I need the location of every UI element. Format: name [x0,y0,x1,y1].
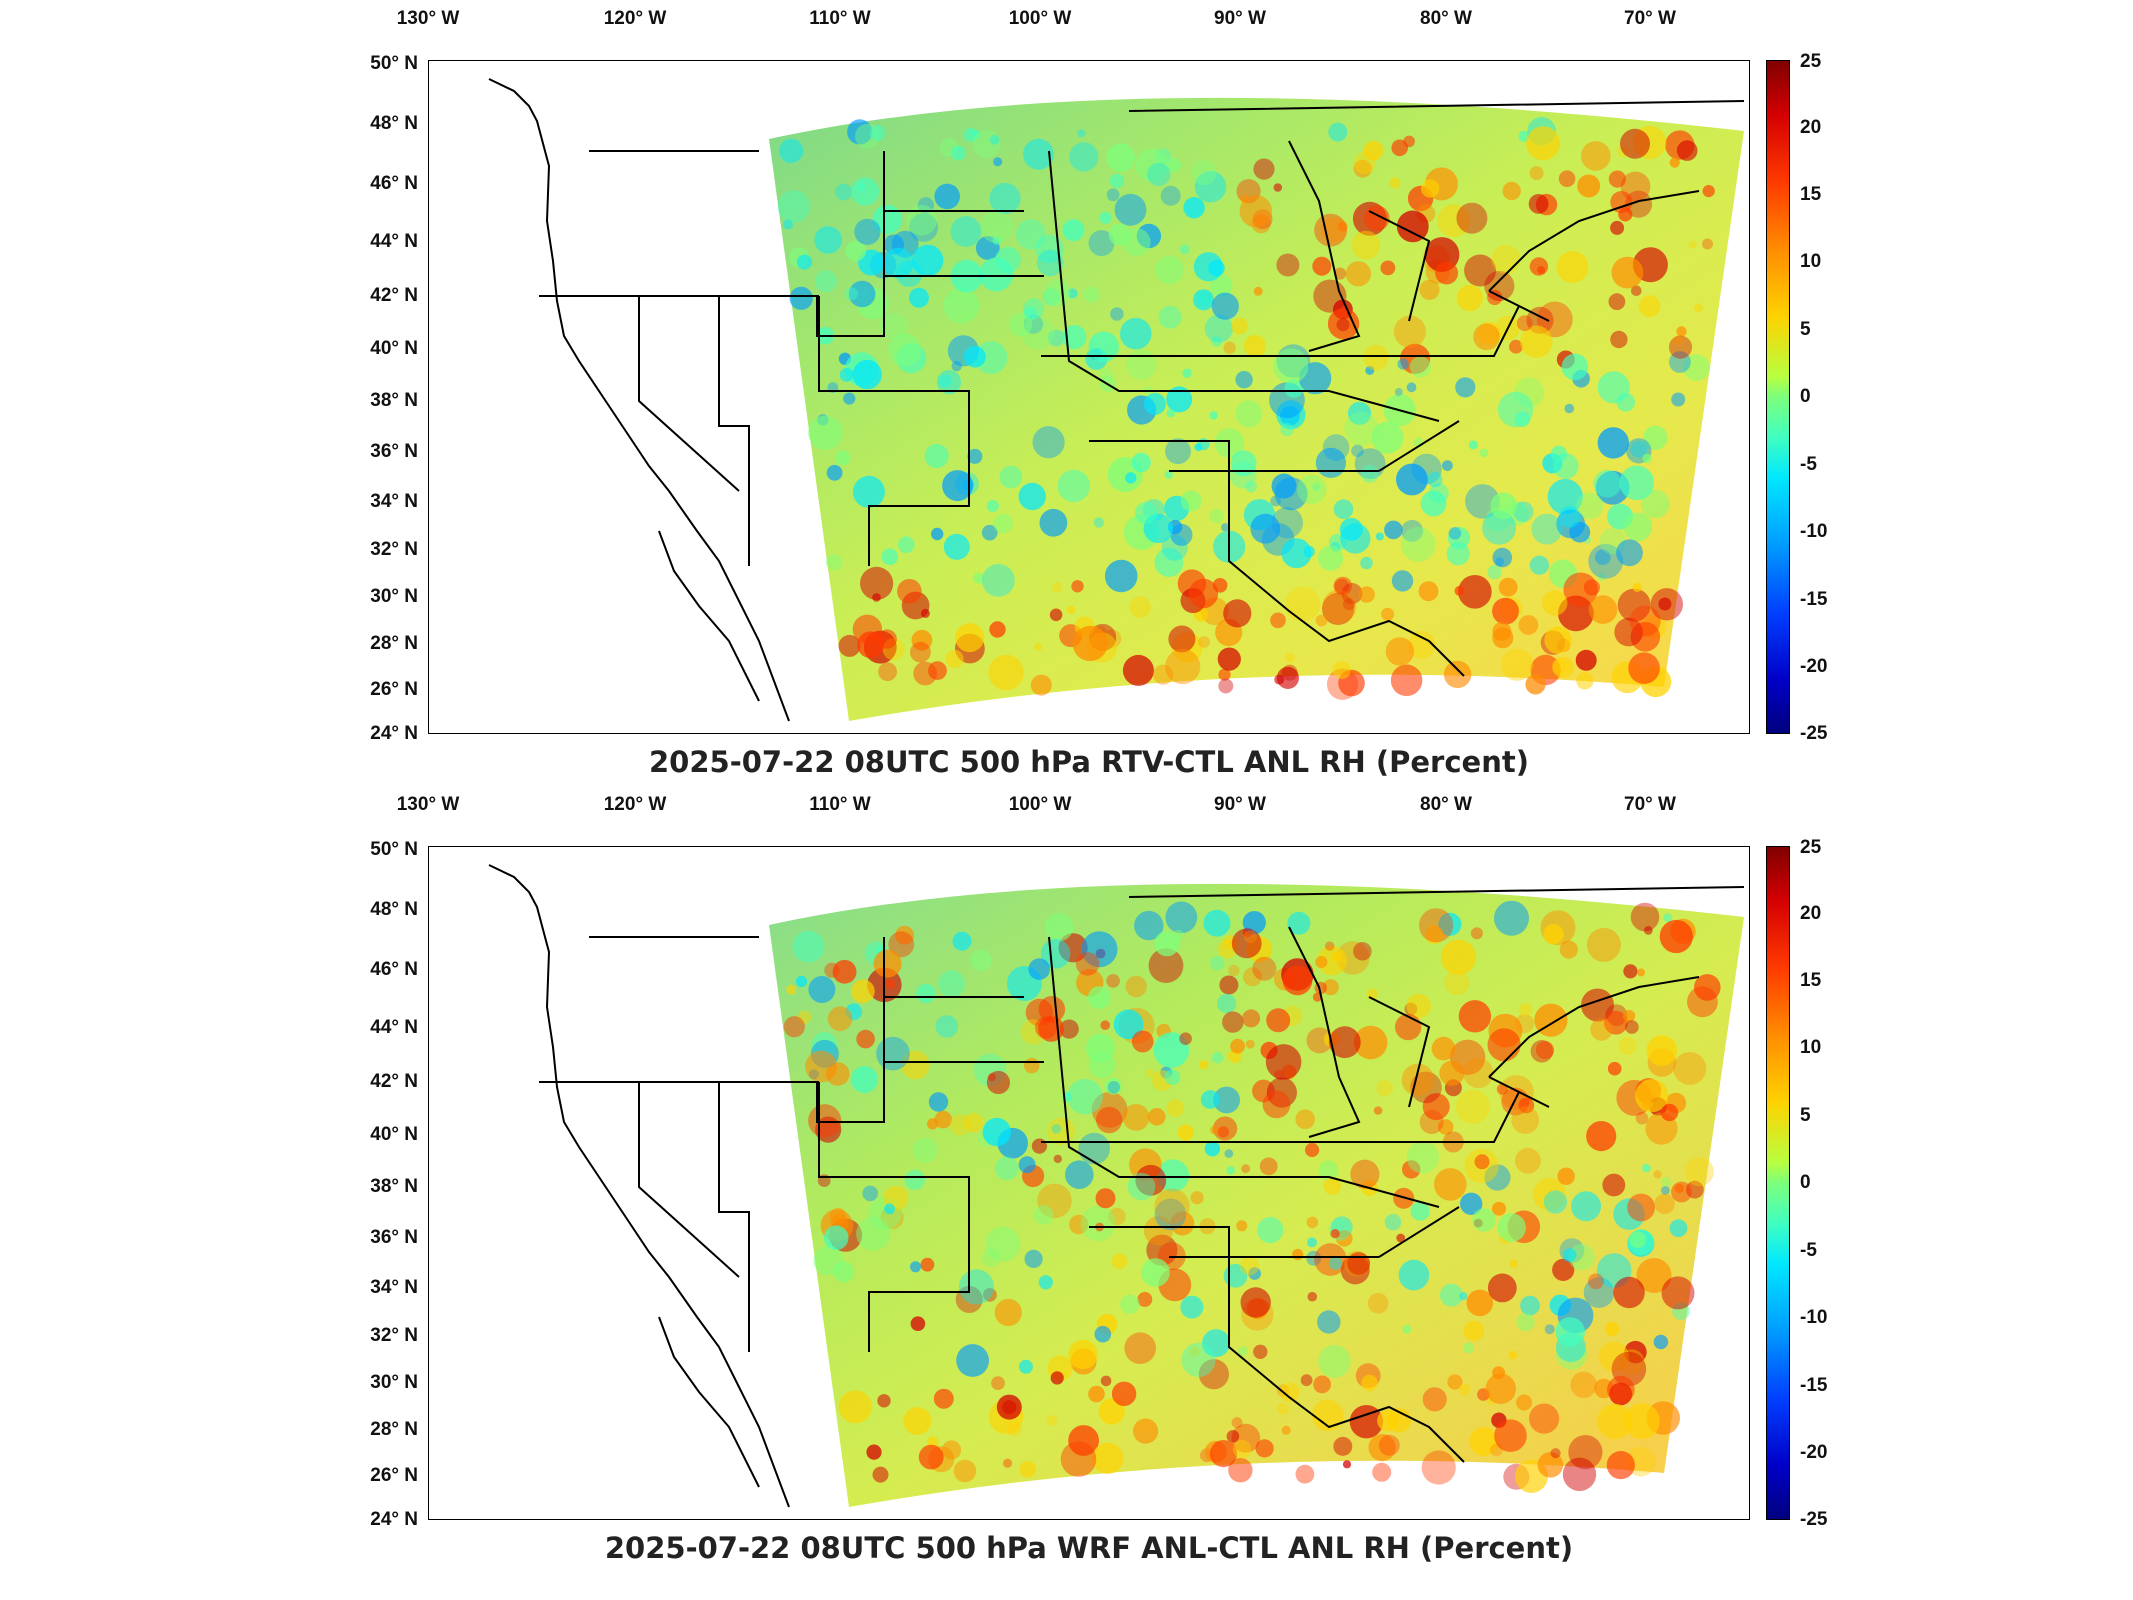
lon-tick: 80° W [1420,794,1472,815]
colorbar-tick: -5 [1800,1240,1817,1261]
colorbar-tick: 5 [1800,1105,1811,1126]
lat-tick: 34° N [370,491,418,512]
lat-tick: 30° N [370,1372,418,1393]
panel-title: 2025-07-22 08UTC 500 hPa WRF ANL-CTL ANL… [604,1531,1574,1565]
map-area [428,846,1750,1520]
lat-tick: 36° N [370,441,418,462]
colorbar-tick: -15 [1800,589,1828,610]
colorbar-tick: 0 [1800,386,1811,407]
lon-tick: 100° W [1008,794,1072,815]
lat-tick: 40° N [370,338,418,359]
lat-tick: 46° N [370,173,418,194]
colorbar-tick: -5 [1800,454,1817,475]
colorbar-tick: 10 [1800,1037,1822,1058]
colorbar-tick: 25 [1800,51,1822,72]
colorbar [1766,846,1790,1520]
map-area [428,60,1750,734]
colorbar-tick: 0 [1800,1172,1811,1193]
lat-tick: 38° N [370,390,418,411]
colorbar-tick: -10 [1800,521,1828,542]
colorbar-tick: 15 [1800,970,1822,991]
colorbar-tick: 15 [1800,184,1822,205]
lat-tick: 24° N [370,1509,418,1530]
lon-tick: 70° W [1624,8,1676,29]
lat-tick: 44° N [370,231,418,252]
lat-tick: 44° N [370,1017,418,1038]
colorbar-tick: -20 [1800,1442,1828,1463]
colorbar-tick: 20 [1800,903,1822,924]
lon-tick: 120° W [603,794,667,815]
colorbar-tick: 10 [1800,251,1822,272]
lon-tick: 100° W [1008,8,1072,29]
lon-tick: 130° W [396,794,460,815]
lon-tick: 110° W [809,794,871,815]
lat-tick: 24° N [370,723,418,744]
colorbar-tick: -15 [1800,1375,1828,1396]
colorbar-tick: -10 [1800,1307,1828,1328]
colorbar-tick: 25 [1800,837,1822,858]
lon-tick: 110° W [809,8,871,29]
lat-tick: 46° N [370,959,418,980]
colorbar-tick: -20 [1800,656,1828,677]
colorbar-tick: 5 [1800,319,1811,340]
lat-tick: 42° N [370,285,418,306]
lat-tick: 28° N [370,633,418,654]
lat-tick: 42° N [370,1071,418,1092]
lon-tick: 90° W [1214,8,1266,29]
lon-tick: 70° W [1624,794,1676,815]
lon-tick: 80° W [1420,8,1472,29]
lat-tick: 32° N [370,539,418,560]
lon-tick: 90° W [1214,794,1266,815]
lat-tick: 40° N [370,1124,418,1145]
lat-tick: 26° N [370,679,418,700]
colorbar-tick: 20 [1800,117,1822,138]
lat-tick: 26° N [370,1465,418,1486]
lat-tick: 48° N [370,899,418,920]
lat-tick: 50° N [370,53,418,74]
lon-tick: 120° W [603,8,667,29]
colorbar-tick: -25 [1800,1509,1828,1530]
lat-tick: 36° N [370,1227,418,1248]
lon-tick: 130° W [396,8,460,29]
lat-tick: 38° N [370,1176,418,1197]
panel-title: 2025-07-22 08UTC 500 hPa RTV-CTL ANL RH … [649,745,1529,779]
lat-tick: 48° N [370,113,418,134]
lat-tick: 30° N [370,586,418,607]
lat-tick: 34° N [370,1277,418,1298]
colorbar-tick: -25 [1800,723,1828,744]
lat-tick: 32° N [370,1325,418,1346]
lat-tick: 50° N [370,839,418,860]
colorbar [1766,60,1790,734]
lat-tick: 28° N [370,1419,418,1440]
